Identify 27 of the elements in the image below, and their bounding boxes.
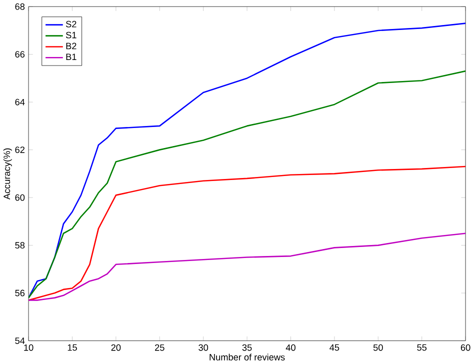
- y-tick-label: 62: [15, 146, 24, 154]
- x-axis-title: Number of reviews: [210, 354, 285, 361]
- line-series: [28, 232, 466, 301]
- y-tick-label: 58: [15, 242, 25, 249]
- x-tick-label: 15: [68, 344, 77, 351]
- x-tick-label: 40: [286, 344, 296, 351]
- legend-label: S2: [66, 20, 76, 28]
- legend-label: B2: [66, 42, 76, 50]
- x-tick-label: 45: [330, 344, 340, 351]
- x-tick-label: 10: [24, 344, 34, 351]
- y-tick-label: 66: [15, 51, 25, 58]
- x-tick-label: 50: [373, 344, 383, 351]
- x-tick-label: 20: [111, 344, 121, 351]
- y-tick-label: 56: [15, 290, 25, 296]
- x-tick-label: 35: [242, 344, 252, 351]
- y-tick-label: 60: [15, 194, 25, 201]
- x-tick-label: 60: [460, 344, 470, 351]
- y-axis-title: Accuracy(%): [3, 148, 12, 200]
- x-tick-label: 55: [417, 344, 427, 351]
- x-tick-label: 30: [198, 344, 208, 351]
- y-tick-label: 68: [15, 3, 25, 10]
- line-series: [28, 70, 466, 299]
- x-tick-label: 25: [155, 344, 164, 351]
- legend-label: S1: [66, 32, 76, 38]
- legend-label: B1: [66, 54, 76, 60]
- y-tick-label: 54: [15, 338, 25, 344]
- y-tick-label: 64: [15, 98, 25, 106]
